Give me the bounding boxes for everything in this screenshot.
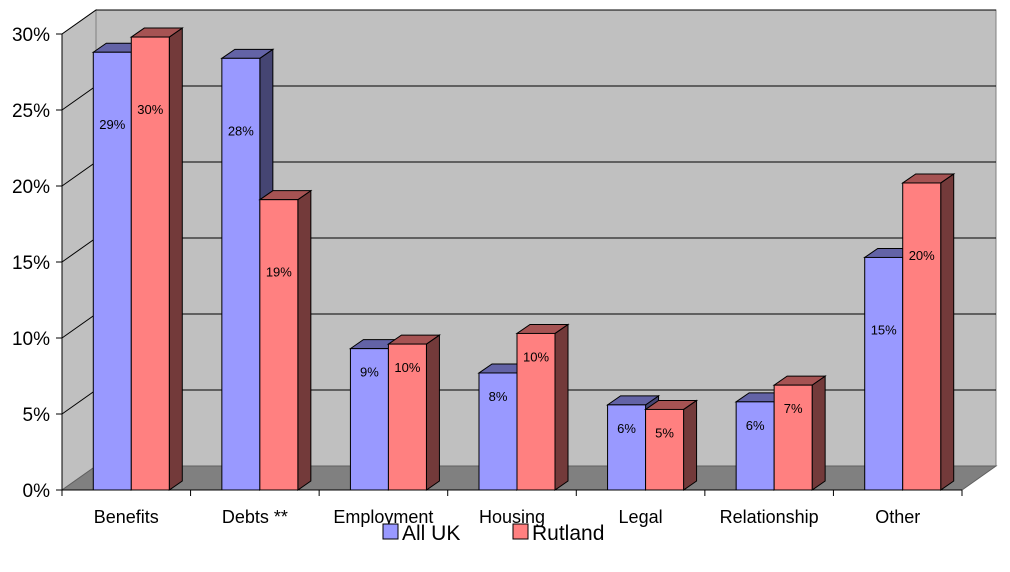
x-tick-label: Relationship [720, 507, 819, 527]
bar-all-uk [864, 256, 904, 491]
bar-all-uk [349, 348, 389, 491]
bar-side [683, 399, 698, 491]
data-label: 19% [266, 265, 292, 280]
data-label: 29% [99, 117, 125, 132]
x-tick-label: Benefits [94, 507, 159, 527]
x-tick-label: Legal [619, 507, 663, 527]
data-label: 10% [523, 349, 549, 364]
bar-side [425, 334, 440, 491]
data-label: 8% [489, 389, 508, 404]
data-label: 30% [137, 102, 163, 117]
bar-rutland [387, 343, 427, 491]
x-tick-label: Other [875, 507, 920, 527]
bar-rutland [773, 384, 813, 491]
data-label: 7% [784, 401, 803, 416]
bar-side [554, 323, 569, 491]
data-label: 5% [655, 425, 674, 440]
x-tick-label: Housing [479, 507, 545, 527]
bars [91, 27, 956, 491]
legend-label: Rutland [532, 522, 604, 545]
bar-side [940, 173, 955, 491]
bar-rutland [645, 408, 685, 491]
data-label: 9% [360, 365, 379, 380]
bar-all-uk [92, 51, 132, 491]
bar-all-uk [478, 372, 518, 491]
x-axis: Benefits Debts ** Employment Housing Legal Re… [61, 489, 963, 527]
y-tick-label: 5% [23, 405, 51, 426]
gridline [61, 9, 996, 35]
y-tick-label: 25% [12, 101, 50, 122]
legend: All UK Rutland [382, 522, 604, 545]
data-label: 6% [617, 421, 636, 436]
y-tick-label: 10% [12, 329, 50, 350]
bar-rutland [516, 332, 556, 491]
data-labels: 29% 30% 28% 19% 9% 10% 8% 10% 6% 5% 6% 7% 15% 20% [99, 102, 935, 440]
bar-rutland [259, 199, 299, 491]
bar-all-uk [735, 401, 775, 491]
bar-side [297, 189, 312, 491]
data-label: 15% [871, 322, 897, 337]
x-tick-label: Debts ** [222, 507, 288, 527]
bar-all-uk [607, 404, 647, 491]
legend-swatch [382, 523, 399, 540]
y-tick-label: 0% [23, 481, 51, 502]
bar-side [811, 375, 826, 491]
bar-rutland [902, 182, 942, 491]
y-tick-label: 30% [12, 25, 50, 46]
legend-label: All UK [402, 522, 460, 545]
legend-swatch [512, 523, 529, 540]
bar-all-uk [221, 57, 261, 491]
bar-rutland [130, 36, 170, 491]
data-label: 20% [909, 248, 935, 263]
x-tick-label: Employment [333, 507, 433, 527]
data-label: 6% [746, 418, 765, 433]
data-label: 28% [228, 123, 254, 138]
bar-side [168, 27, 183, 491]
y-tick-label: 15% [12, 253, 50, 274]
data-label: 10% [394, 360, 420, 375]
y-tick-label: 20% [12, 177, 50, 198]
y-axis: 0% 5% 10% 15% 20% 25% 30% [12, 25, 63, 502]
